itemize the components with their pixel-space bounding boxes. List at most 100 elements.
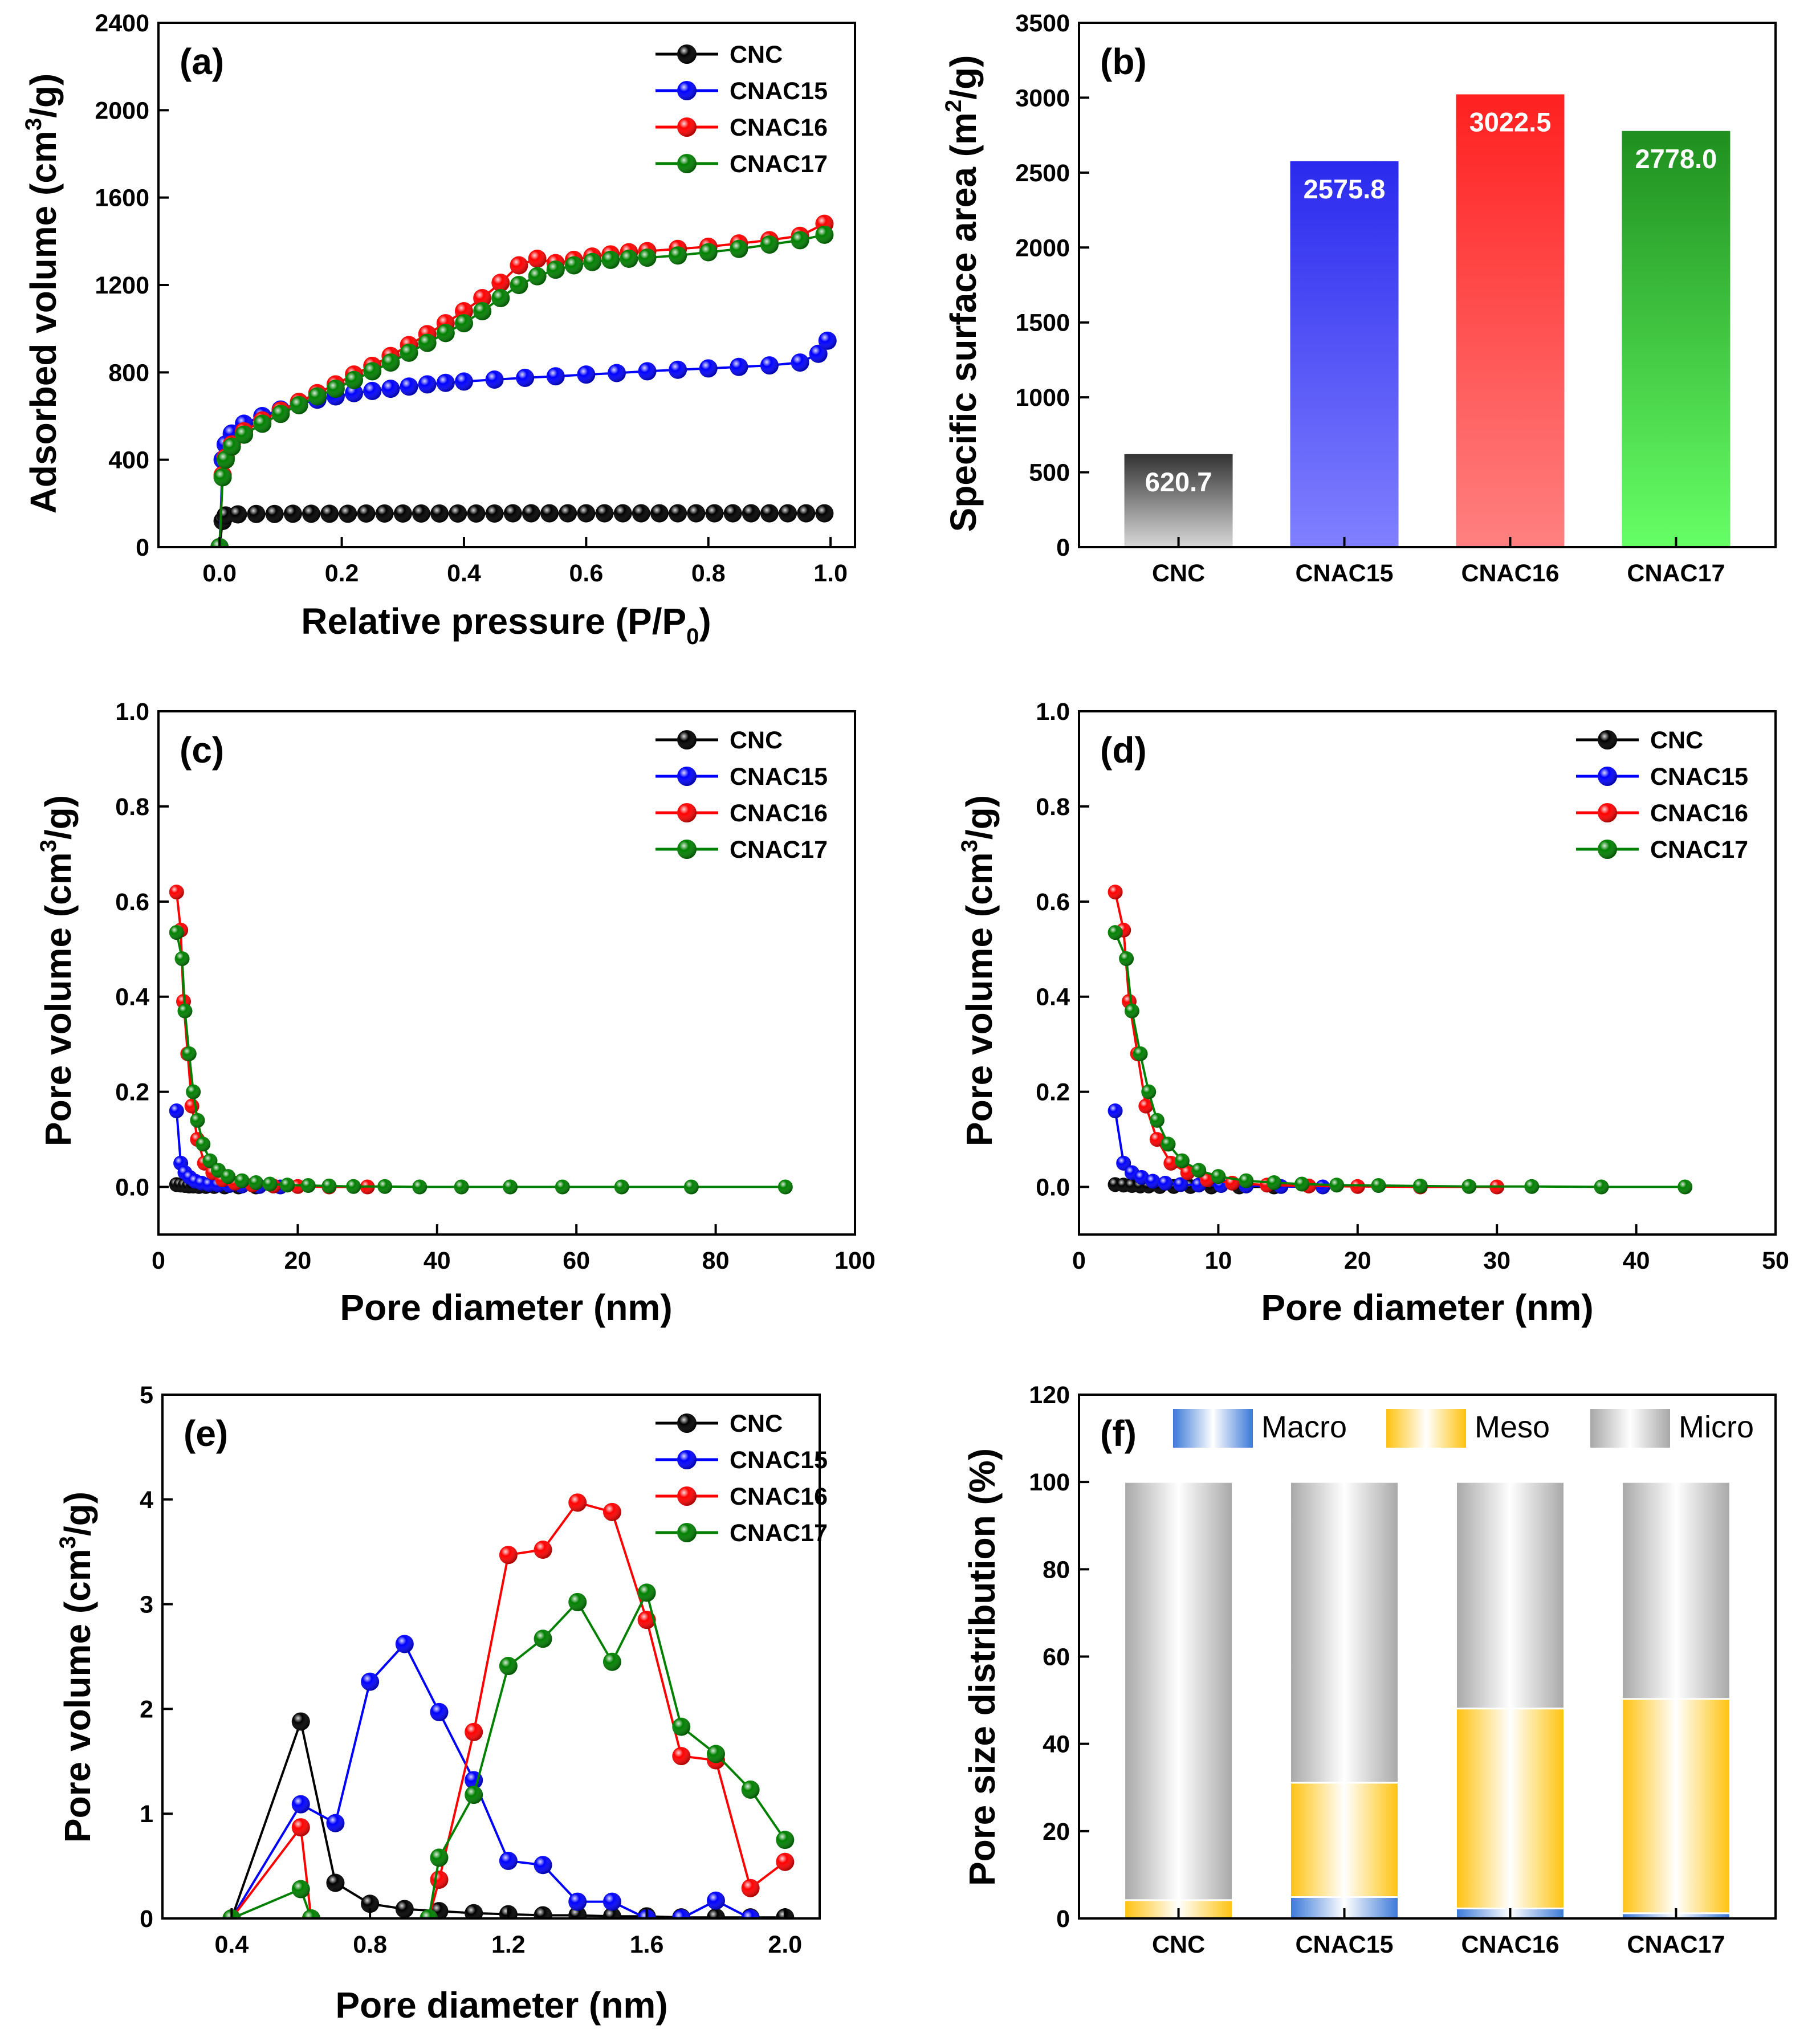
data-point-shade-d — [1678, 1179, 1693, 1195]
y-tick-label-b: 2500 — [1015, 160, 1070, 187]
category-label-f-CNAC16: CNAC16 — [1461, 1931, 1559, 1958]
panel-b-data: 620.7 2575.8 3022.5 2778.0 — [1124, 94, 1731, 548]
panel-label-d: (d) — [1100, 730, 1147, 771]
data-point-shade-a — [375, 504, 394, 523]
legend-marker-shade-a — [677, 81, 697, 100]
legend-marker-shade-a — [677, 117, 697, 137]
data-point-shade-c — [614, 1179, 629, 1195]
x-tick-label-a: 0.6 — [569, 560, 603, 587]
legend-marker-shade-d — [1598, 803, 1617, 822]
data-point-shade-d — [1145, 1174, 1161, 1189]
data-point-shade-d — [1173, 1177, 1188, 1192]
y-tick-label-f: 100 — [1029, 1469, 1070, 1496]
legend-label-c-CNAC15: CNAC15 — [730, 763, 828, 791]
x-tick-label-d: 0 — [1072, 1247, 1086, 1274]
x-tick-label-d: 40 — [1623, 1247, 1650, 1274]
data-point-shade-d — [1180, 1165, 1195, 1180]
category-label-f-CNAC15: CNAC15 — [1296, 1931, 1394, 1958]
data-point-shade-d — [1267, 1175, 1282, 1191]
y-tick-label-f: 120 — [1029, 1382, 1070, 1409]
data-point-shade-a — [760, 356, 779, 375]
x-tick-label-c: 0 — [152, 1247, 165, 1274]
data-point-shade-d — [1294, 1176, 1310, 1192]
bar-value-label-CNAC15: 2575.8 — [1304, 174, 1386, 204]
y-tick-label-a: 1600 — [95, 185, 149, 212]
y-tick-label-f: 60 — [1043, 1644, 1070, 1671]
data-point-shade-a — [528, 250, 547, 268]
data-point-shade-e — [776, 1831, 795, 1849]
data-point-shade-d — [1124, 1003, 1139, 1018]
data-point-shade-a — [213, 468, 232, 487]
data-point-shade-a — [595, 504, 614, 523]
panel-e-axes: 0 1 2 3 4 5 0.4 0.8 1.2 1.6 2.0 — [140, 1382, 821, 1958]
panel-f-axes: CNC CNAC15 CNAC16 CNAC17 0 20 40 60 80 100 120 — [1029, 1382, 1777, 1958]
legend-marker-shade-e — [677, 1450, 697, 1469]
stack-segment-CNAC17-Micro — [1621, 1481, 1731, 1700]
data-point-shade-a — [699, 243, 718, 262]
data-point-shade-a — [345, 384, 364, 402]
data-point-shade-a — [400, 377, 418, 396]
y-tick-label-d: 0.6 — [1036, 889, 1070, 916]
panel-label-e: (e) — [184, 1413, 228, 1454]
legend-marker-shade-e — [677, 1413, 697, 1433]
data-point-shade-e — [361, 1672, 380, 1691]
y-tick-label-a: 400 — [108, 447, 149, 474]
data-point-shade-c — [202, 1153, 218, 1168]
data-point-shade-a — [516, 368, 535, 387]
data-point-shade-a — [620, 250, 638, 268]
data-point-shade-a — [467, 504, 486, 523]
data-point-shade-e — [361, 1895, 380, 1913]
y-tick-label-b: 1000 — [1015, 384, 1070, 412]
y-tick-label-f: 40 — [1043, 1731, 1070, 1758]
data-point-shade-d — [1158, 1175, 1173, 1191]
data-point-shade-a — [430, 504, 449, 523]
data-point-shade-a — [638, 248, 657, 267]
y-tick-label-d: 0.4 — [1036, 984, 1070, 1011]
data-point-shade-a — [669, 360, 687, 379]
y-axis-title-c: Pore volume (cm3/g) — [36, 795, 79, 1146]
y-tick-label-b: 0 — [1056, 534, 1070, 561]
data-point-shade-d — [1329, 1178, 1345, 1193]
y-tick-label-e: 2 — [140, 1696, 153, 1723]
y-tick-label-c: 0.6 — [115, 889, 149, 916]
x-tick-label-a: 0.2 — [325, 560, 359, 587]
data-point-shade-a — [265, 504, 284, 523]
data-point-shade-d — [1119, 951, 1134, 966]
data-point-shade-a — [730, 239, 748, 258]
data-point-shade-e — [602, 1652, 621, 1671]
data-point-shade-c — [196, 1136, 211, 1152]
data-point-shade-d — [1133, 1046, 1148, 1061]
data-point-shade-a — [473, 302, 492, 320]
data-point-shade-a — [393, 504, 412, 523]
bar-value-label-CNAC17: 2778.0 — [1635, 144, 1717, 174]
y-tick-label-a: 1200 — [95, 272, 149, 299]
data-point-shade-a — [791, 231, 809, 250]
x-tick-label-a: 1.0 — [813, 560, 848, 587]
plot-frame-b — [1078, 22, 1777, 548]
data-point-shade-a — [436, 324, 455, 343]
data-point-shade-c — [169, 925, 184, 940]
plot-frame-d — [1078, 710, 1777, 1236]
x-axis-title-c: Pore diameter (nm) — [340, 1287, 672, 1328]
data-point-shade-e — [465, 1786, 483, 1804]
legend-marker-shade-c — [677, 730, 697, 749]
data-point-shade-c — [683, 1179, 699, 1195]
data-point-shade-e — [499, 1851, 518, 1870]
y-tick-label-d: 0.2 — [1036, 1079, 1070, 1106]
panel-c-data — [169, 885, 793, 1195]
data-point-shade-d — [1594, 1179, 1609, 1195]
data-point-shade-e — [672, 1747, 691, 1766]
bar-CNAC17 — [1622, 131, 1731, 548]
data-point-shade-a — [818, 331, 837, 350]
data-point-shade-a — [546, 260, 565, 279]
data-point-shade-d — [1211, 1169, 1226, 1184]
data-point-shade-c — [321, 1178, 337, 1193]
data-point-shade-a — [491, 274, 510, 292]
data-point-shade-a — [669, 246, 687, 265]
legend-label-e-CNAC15: CNAC15 — [730, 1447, 828, 1474]
panel-f: (f) CNC CNAC15 CNAC16 CNAC17 0 20 40 60 80 100 120… — [962, 1382, 1777, 1958]
data-point-shade-a — [290, 396, 308, 414]
data-point-shade-a — [222, 437, 241, 456]
legend-marker-shade-c — [677, 767, 697, 786]
